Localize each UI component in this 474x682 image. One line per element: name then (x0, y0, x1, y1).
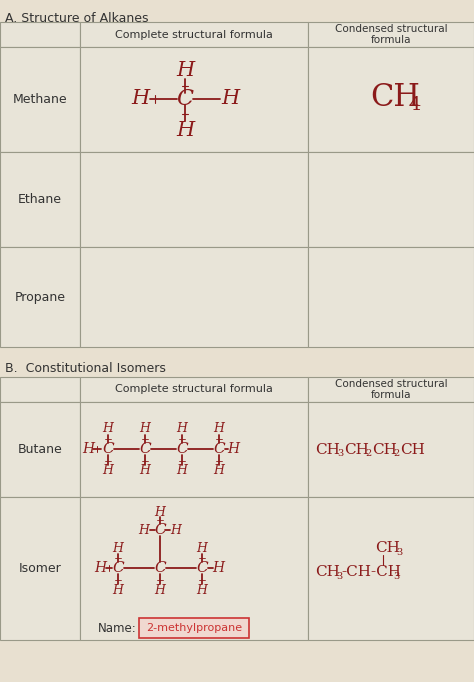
Text: C: C (112, 561, 124, 575)
Text: H: H (102, 423, 113, 436)
Text: C: C (139, 442, 151, 456)
Text: H: H (112, 542, 123, 554)
Bar (0, 377, 80, 402)
Text: C: C (154, 561, 166, 575)
Text: H: H (112, 584, 123, 597)
Text: C: C (154, 523, 166, 537)
Text: C: C (196, 561, 208, 575)
Bar (80, 497, 308, 640)
Text: Ethane: Ethane (18, 193, 62, 206)
Text: H: H (155, 584, 165, 597)
Text: H: H (176, 423, 187, 436)
Text: H: H (102, 464, 113, 477)
Text: C: C (213, 442, 225, 456)
Text: CH: CH (375, 542, 400, 556)
Text: H: H (176, 121, 194, 140)
Text: 2: 2 (365, 449, 371, 458)
Bar (0, 152, 80, 247)
Bar (80, 247, 308, 347)
Text: Butane: Butane (18, 443, 63, 456)
Text: C: C (102, 442, 114, 456)
Text: H: H (139, 464, 150, 477)
Text: CH: CH (344, 443, 369, 456)
Bar (0, 22, 80, 47)
Text: H: H (138, 524, 149, 537)
Text: H: H (214, 423, 224, 436)
Bar (308, 152, 474, 247)
Text: H: H (155, 505, 165, 518)
Text: H: H (82, 442, 94, 456)
Text: CH: CH (372, 443, 397, 456)
Text: 3: 3 (337, 449, 343, 458)
Text: CH: CH (315, 565, 340, 580)
Bar (308, 497, 474, 640)
Bar (308, 22, 474, 47)
Bar (0, 47, 80, 152)
Text: H: H (94, 561, 106, 575)
Text: H: H (139, 423, 150, 436)
Text: 2-methylpropane: 2-methylpropane (146, 623, 242, 633)
Bar (308, 402, 474, 497)
Text: 3: 3 (393, 572, 399, 581)
Text: CH: CH (315, 443, 340, 456)
Text: CH: CH (370, 82, 420, 113)
Bar (308, 247, 474, 347)
Text: H: H (131, 89, 149, 108)
Text: Name:: Name: (98, 621, 137, 634)
Text: H: H (197, 584, 208, 597)
Text: C: C (176, 442, 188, 456)
Bar (80, 47, 308, 152)
Text: CH: CH (400, 443, 425, 456)
Text: H: H (227, 442, 239, 456)
Bar (80, 22, 308, 47)
Bar (308, 377, 474, 402)
Text: A. Structure of Alkanes: A. Structure of Alkanes (5, 12, 148, 25)
Text: 3: 3 (396, 548, 402, 557)
Text: Condensed structural
formula: Condensed structural formula (335, 379, 447, 400)
Text: Condensed structural
formula: Condensed structural formula (335, 24, 447, 45)
Text: 3: 3 (336, 572, 342, 581)
Bar (80, 402, 308, 497)
Bar (0, 497, 80, 640)
Text: H: H (212, 561, 224, 575)
Text: H: H (214, 464, 224, 477)
Text: Methane: Methane (13, 93, 67, 106)
Text: H: H (171, 524, 182, 537)
Text: H: H (176, 61, 194, 80)
Text: Complete structural formula: Complete structural formula (115, 29, 273, 40)
Bar (0, 247, 80, 347)
Text: H: H (221, 89, 239, 108)
Text: Complete structural formula: Complete structural formula (115, 385, 273, 394)
Bar (308, 47, 474, 152)
FancyBboxPatch shape (139, 618, 249, 638)
Text: C: C (176, 88, 193, 110)
Text: Propane: Propane (15, 291, 65, 303)
Text: B.  Constitutional Isomers: B. Constitutional Isomers (5, 362, 166, 375)
Bar (0, 402, 80, 497)
Text: H: H (176, 464, 187, 477)
Bar (80, 152, 308, 247)
Text: 2: 2 (393, 449, 399, 458)
Bar (80, 377, 308, 402)
Text: Isomer: Isomer (18, 562, 61, 575)
Text: 4: 4 (408, 96, 420, 115)
Text: H: H (197, 542, 208, 554)
Text: -CH-CH: -CH-CH (341, 565, 401, 580)
